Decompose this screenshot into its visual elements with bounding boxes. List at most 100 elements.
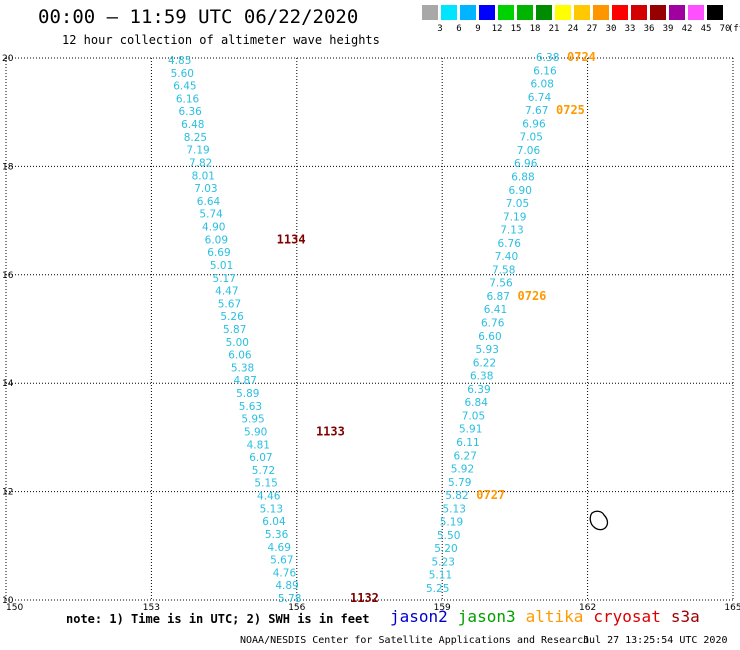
track-value: 6.96 bbox=[522, 118, 546, 130]
track-value: 7.05 bbox=[520, 132, 543, 144]
track-value: 7.06 bbox=[517, 145, 541, 157]
legend-label: 3 bbox=[437, 24, 443, 34]
legend-swatch bbox=[688, 5, 704, 20]
track-value: 6.08 bbox=[531, 79, 554, 91]
track-value: 4.85 bbox=[168, 55, 191, 67]
track-value: 6.87 bbox=[487, 291, 510, 303]
track-value: 5.38 bbox=[231, 362, 254, 374]
track-value: 6.38 bbox=[470, 371, 493, 383]
track-value: 7.56 bbox=[489, 278, 513, 290]
track-value: 6.76 bbox=[481, 318, 505, 330]
satellite-label-cryosat: cryosat bbox=[593, 607, 661, 626]
lon-tick-label: 162 bbox=[579, 603, 596, 613]
map-title: 00:00 – 11:59 UTC 06/22/2020 bbox=[38, 6, 359, 28]
track-value: 5.13 bbox=[260, 503, 283, 515]
track-value: 5.90 bbox=[244, 426, 267, 438]
legend-label: 33 bbox=[624, 24, 636, 34]
legend-swatch bbox=[441, 5, 457, 20]
legend-label: 27 bbox=[586, 24, 598, 34]
track-value: 5.89 bbox=[236, 388, 259, 400]
track-value: 6.60 bbox=[478, 331, 501, 343]
legend-label: 45 bbox=[700, 24, 712, 34]
track-value: 5.67 bbox=[218, 298, 241, 310]
track-value: 4.69 bbox=[268, 542, 291, 554]
legend-swatch bbox=[555, 5, 571, 20]
track-value: 4.90 bbox=[202, 222, 225, 234]
legend-label: 39 bbox=[662, 24, 674, 34]
legend-swatch bbox=[574, 5, 590, 20]
track-value: 4.87 bbox=[233, 375, 256, 387]
legend-swatch bbox=[498, 5, 514, 20]
legend-label: 9 bbox=[475, 24, 481, 34]
legend-swatch bbox=[479, 5, 495, 20]
track-value: 5.15 bbox=[254, 478, 277, 490]
axis-tick-labels: 150 153 156 159 162 165 10 12 14 16 18 20 bbox=[2, 54, 740, 613]
track-time-label: 0725 bbox=[556, 103, 585, 117]
track-value: 5.82 bbox=[445, 490, 468, 502]
track-value: 5.26 bbox=[220, 311, 244, 323]
track-value: 7.58 bbox=[492, 264, 515, 276]
track-value: 5.60 bbox=[171, 68, 194, 80]
track-value: 6.45 bbox=[173, 81, 196, 93]
track-value: 5.91 bbox=[459, 424, 482, 436]
track-value: 5.00 bbox=[226, 337, 249, 349]
track-value: 5.74 bbox=[199, 209, 223, 221]
track-time-label: 1134 bbox=[277, 232, 306, 246]
lat-tick-label: 16 bbox=[2, 271, 14, 281]
footer-timestamp: Jul 27 13:25:54 UTC 2020 bbox=[583, 635, 728, 646]
track-value: 7.40 bbox=[495, 251, 518, 263]
lon-tick-label: 159 bbox=[434, 603, 451, 613]
track-value: 6.11 bbox=[456, 437, 479, 449]
legend-label: 12 bbox=[491, 24, 503, 34]
track-value: 7.13 bbox=[500, 225, 523, 237]
track-value: 6.06 bbox=[228, 350, 252, 362]
track-time-label: 1132 bbox=[350, 591, 379, 605]
track-value: 5.87 bbox=[223, 324, 246, 336]
track-value: 5.63 bbox=[239, 401, 262, 413]
track-value: 6.74 bbox=[528, 92, 552, 104]
track-value: 5.13 bbox=[443, 503, 466, 515]
track-value: 4.76 bbox=[273, 567, 297, 579]
legend-swatch bbox=[669, 5, 685, 20]
lon-tick-label: 165 bbox=[724, 603, 740, 613]
track-value: 4.47 bbox=[215, 286, 238, 298]
lat-tick-label: 14 bbox=[2, 379, 14, 389]
track-value: 7.67 bbox=[525, 105, 548, 117]
track-value: 4.89 bbox=[275, 580, 298, 592]
legend-label: 36 bbox=[643, 24, 655, 34]
legend-label: 42 bbox=[681, 24, 693, 34]
legend-label: 21 bbox=[548, 24, 560, 34]
track-value: 6.16 bbox=[176, 93, 200, 105]
track-value: 7.19 bbox=[503, 211, 526, 223]
track-value: 6.41 bbox=[484, 304, 507, 316]
track-value: 6.64 bbox=[197, 196, 221, 208]
lat-tick-label: 12 bbox=[2, 488, 13, 498]
lon-tick-label: 156 bbox=[288, 603, 305, 613]
legend-label: 15 bbox=[510, 24, 522, 34]
legend-unit: (ft) bbox=[728, 24, 740, 34]
track-value: 6.69 bbox=[207, 247, 230, 259]
track-value: 7.05 bbox=[462, 410, 485, 422]
track-value: 8.01 bbox=[192, 170, 215, 182]
legend-label: 24 bbox=[567, 24, 579, 34]
track-value: 6.39 bbox=[467, 384, 490, 396]
track-value: 6.96 bbox=[514, 158, 538, 170]
track-time-label: 0724 bbox=[567, 50, 596, 64]
track-value: 7.82 bbox=[189, 157, 212, 169]
track-value: 6.88 bbox=[511, 171, 534, 183]
track-value: 5.36 bbox=[265, 529, 289, 541]
track-value: 6.90 bbox=[509, 185, 532, 197]
legend-swatch bbox=[707, 5, 723, 20]
track-value: 8.25 bbox=[184, 132, 207, 144]
legend-swatch bbox=[650, 5, 666, 20]
satellite-label-jason2: jason2 bbox=[390, 607, 448, 626]
legend-swatch bbox=[631, 5, 647, 20]
track-value: 5.72 bbox=[252, 465, 275, 477]
track-value: 5.17 bbox=[213, 273, 236, 285]
track-value: 6.27 bbox=[454, 450, 477, 462]
track-value: 6.09 bbox=[205, 234, 228, 246]
satellite-track-values: 4.855.606.456.166.366.488.257.197.828.01… bbox=[168, 50, 596, 605]
track-value: 5.50 bbox=[437, 530, 460, 542]
track-value: 4.81 bbox=[247, 439, 270, 451]
track-value: 5.19 bbox=[440, 517, 463, 529]
